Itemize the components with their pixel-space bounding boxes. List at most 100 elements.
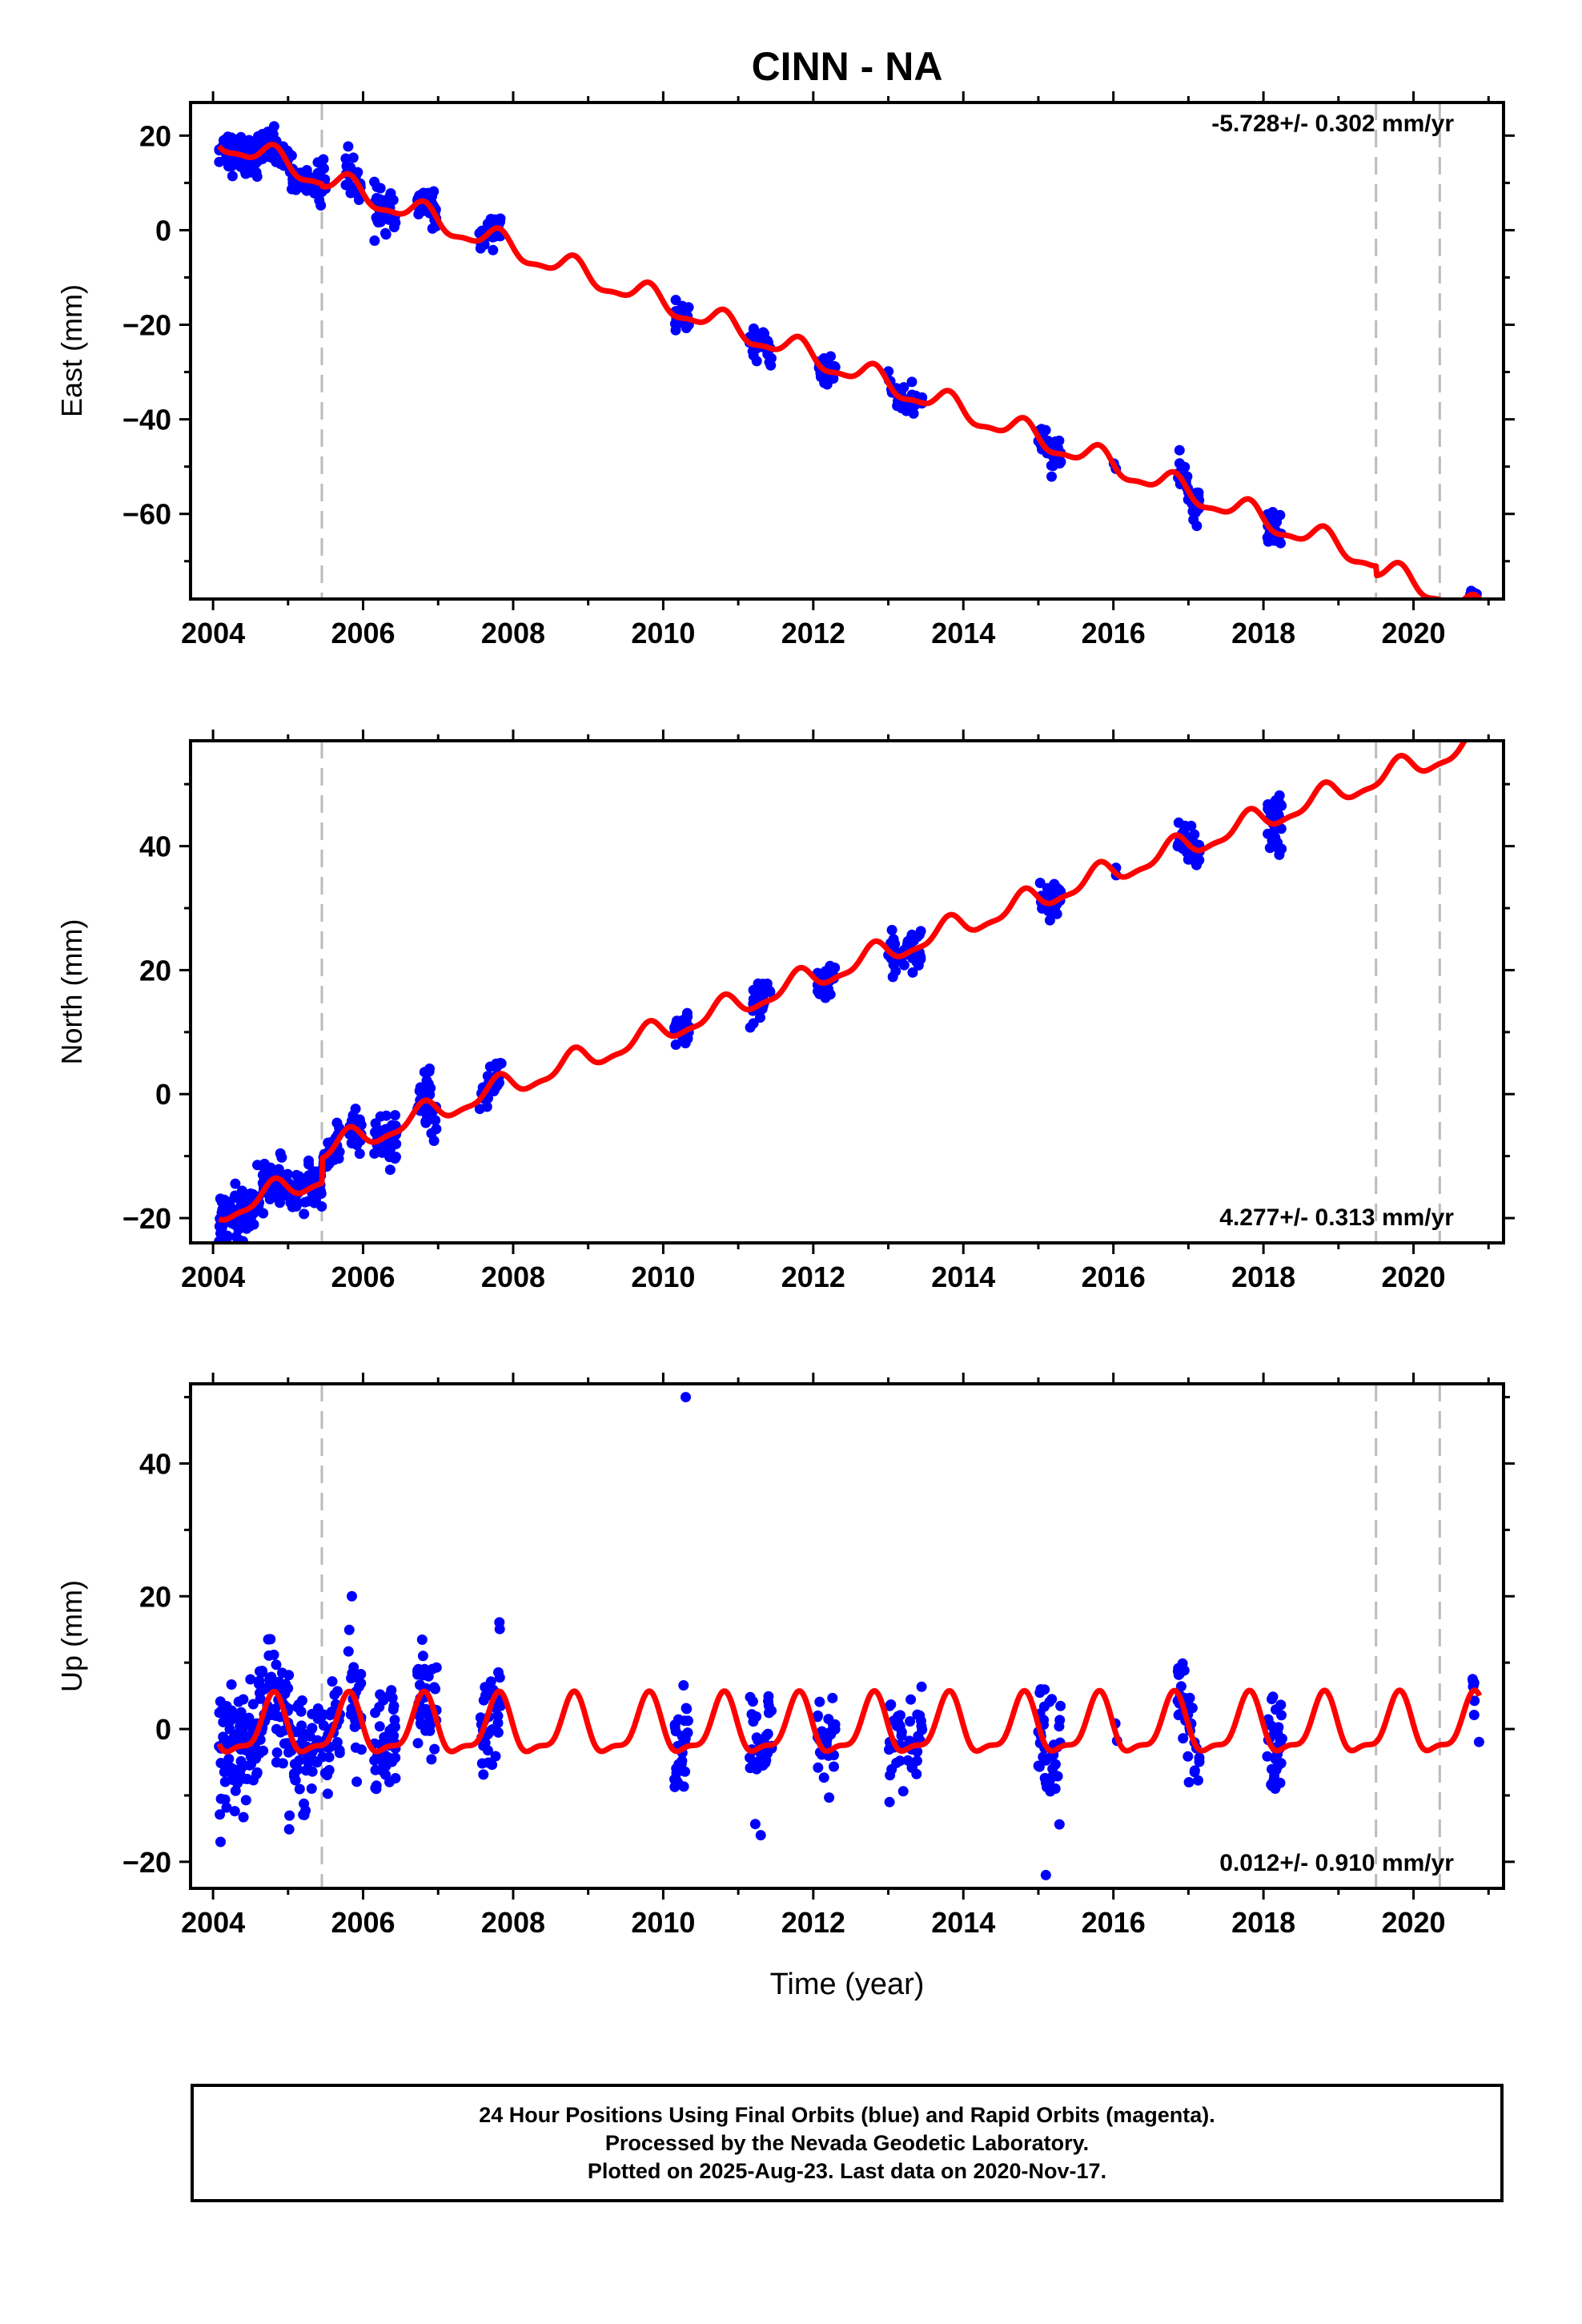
data-points — [214, 1392, 1484, 1880]
data-point — [233, 159, 244, 170]
panel-2: 2004 2006 2008 2010 2012 2014 2016 2018 2020 −20 0… — [55, 724, 1515, 1293]
data-point — [309, 187, 320, 199]
data-point — [247, 1699, 259, 1710]
data-point — [670, 1726, 681, 1737]
data-point — [291, 1169, 302, 1180]
data-point — [681, 1703, 692, 1714]
data-point — [1468, 1710, 1480, 1720]
data-point — [317, 1751, 328, 1763]
data-point — [1046, 460, 1057, 471]
data-point — [255, 1666, 265, 1677]
data-point — [1267, 1763, 1277, 1775]
y-tick-label: 40 — [139, 830, 171, 863]
data-point — [381, 1110, 391, 1121]
data-point — [825, 1729, 837, 1740]
data-point — [285, 1197, 296, 1208]
data-point — [755, 1012, 765, 1023]
data-point — [678, 1680, 689, 1691]
data-point — [751, 1732, 762, 1743]
data-point — [492, 1718, 504, 1728]
data-point — [1034, 878, 1046, 888]
data-point — [1273, 1722, 1284, 1733]
data-point — [270, 1703, 280, 1715]
data-point — [375, 194, 386, 205]
data-point — [224, 1723, 235, 1735]
data-point — [1191, 487, 1203, 498]
footer-line-3: Plotted on 2025-Aug-23. Last data on 202… — [587, 2158, 1107, 2183]
data-point — [319, 1767, 331, 1779]
data-point — [1271, 1704, 1281, 1715]
data-point — [421, 1110, 432, 1121]
data-point — [387, 1704, 399, 1715]
data-point — [303, 1757, 314, 1768]
data-point — [259, 1162, 270, 1173]
data-point — [384, 1164, 396, 1176]
chart-title: CINN - NA — [752, 44, 943, 89]
data-point — [753, 978, 764, 989]
data-point — [485, 1676, 496, 1687]
data-point — [258, 1208, 269, 1219]
data-point — [226, 1679, 237, 1690]
data-point — [1174, 444, 1185, 456]
data-point — [825, 989, 836, 1000]
data-point — [254, 1679, 264, 1690]
y-tick-label: −40 — [122, 404, 171, 436]
x-tick-label: 2004 — [181, 617, 245, 649]
data-point — [289, 1771, 299, 1782]
data-point — [265, 1634, 276, 1645]
data-point — [238, 1811, 249, 1823]
data-point — [818, 1772, 829, 1783]
data-point — [885, 1770, 896, 1781]
data-point — [671, 1015, 682, 1027]
rate-label: 4.277+/- 0.313 mm/yr — [1219, 1204, 1454, 1231]
data-point — [1175, 1681, 1186, 1692]
data-point — [907, 967, 918, 978]
rate-label: 0.012+/- 0.910 mm/yr — [1219, 1850, 1454, 1876]
data-point — [748, 323, 759, 334]
data-point — [322, 1788, 333, 1799]
data-point — [215, 1228, 226, 1239]
data-point — [1468, 730, 1478, 740]
data-point — [370, 1764, 381, 1775]
data-point — [427, 1663, 438, 1675]
x-tick-label: 2004 — [181, 1906, 245, 1939]
data-point — [266, 1671, 277, 1683]
data-point — [324, 1710, 335, 1721]
data-point — [271, 1747, 283, 1758]
data-point — [894, 1755, 905, 1767]
data-point — [670, 1039, 681, 1050]
data-point — [884, 1700, 895, 1711]
x-tick-label: 2014 — [931, 1261, 995, 1293]
data-point — [749, 1819, 761, 1830]
data-point — [246, 1747, 257, 1759]
data-point — [283, 1670, 295, 1681]
x-axis-label: Time (year) — [770, 1968, 925, 2001]
data-point — [1034, 1761, 1045, 1772]
data-point — [412, 1738, 424, 1749]
data-point — [1468, 724, 1478, 734]
data-point — [276, 1152, 287, 1163]
x-tick-label: 2018 — [1231, 1261, 1295, 1293]
data-point — [681, 320, 692, 332]
data-point — [245, 1674, 256, 1685]
data-point — [1182, 854, 1194, 865]
data-point — [419, 1067, 430, 1078]
data-point — [1274, 849, 1285, 860]
plot-area — [214, 724, 1478, 1243]
y-tick-label: −20 — [122, 309, 171, 342]
data-point — [387, 195, 399, 206]
data-point — [299, 1798, 310, 1809]
outlier-point — [346, 1590, 357, 1602]
data-point — [917, 1724, 928, 1735]
panel-frame — [189, 1382, 1505, 1890]
data-point — [251, 1767, 263, 1778]
y-tick-label: 0 — [155, 1713, 171, 1746]
y-tick-label: −60 — [122, 498, 171, 531]
data-point — [289, 1759, 300, 1770]
data-point — [419, 205, 430, 216]
data-point — [223, 1735, 234, 1747]
data-point — [1044, 915, 1055, 926]
data-point — [819, 377, 830, 388]
x-tick-label: 2006 — [331, 1906, 395, 1939]
